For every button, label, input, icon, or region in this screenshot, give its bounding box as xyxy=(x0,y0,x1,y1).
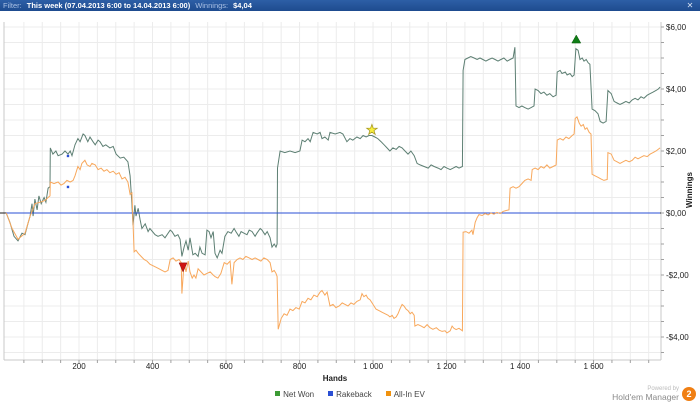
legend-swatch-net-won xyxy=(275,391,281,396)
red-arrow-marker xyxy=(178,262,188,273)
hm2-badge-icon: 2 xyxy=(682,387,696,401)
x-tick-label: 200 xyxy=(72,362,86,371)
filter-value: This week (07.04.2013 6:00 to 14.04.2013… xyxy=(26,1,191,10)
x-tick-label: 800 xyxy=(293,362,307,371)
winnings-label: Winnings: xyxy=(195,1,229,10)
brand-text: Hold'em Manager xyxy=(612,392,679,402)
holdem-manager-logo: Powered by Hold'em Manager 2 xyxy=(612,386,696,402)
point-marker xyxy=(66,154,70,158)
close-icon[interactable]: ✕ xyxy=(686,1,694,10)
x-tick-label: 1 600 xyxy=(584,362,605,371)
y-tick-label: $4,00 xyxy=(666,85,687,94)
x-tick-label: 600 xyxy=(219,362,233,371)
y-axis-title: Winnings xyxy=(685,171,694,207)
filter-label: Filter: xyxy=(3,1,22,10)
chart-legend: Net Won Rakeback All-In EV xyxy=(0,389,700,401)
legend-label-rakeback: Rakeback xyxy=(336,390,372,399)
legend-item-net-won: Net Won xyxy=(275,389,314,401)
x-tick-label: 1 400 xyxy=(510,362,531,371)
powered-by-text: Powered by xyxy=(647,386,679,392)
point-marker xyxy=(66,185,70,189)
legend-label-net-won: Net Won xyxy=(283,390,315,399)
all-in-ev-line xyxy=(5,116,661,334)
y-tick-label: $0,00 xyxy=(666,209,687,218)
x-tick-label: 1 000 xyxy=(363,362,384,371)
winnings-chart: 200 400 600 800 1 000 1 200 1 400 1 600 $6,00 $4,… xyxy=(0,22,694,383)
star-marker xyxy=(365,123,379,136)
legend-swatch-all-in-ev xyxy=(385,391,391,396)
legend-item-rakeback: Rakeback xyxy=(328,389,372,401)
legend-swatch-rakeback xyxy=(328,391,334,396)
green-arrow-marker xyxy=(571,34,582,44)
legend-label-all-in-ev: All-In EV xyxy=(393,390,425,399)
winnings-value: $4,04 xyxy=(233,1,252,10)
x-tick-label: 400 xyxy=(146,362,160,371)
y-tick-label: -$2,00 xyxy=(666,271,689,280)
x-tick-label: 1 200 xyxy=(437,362,458,371)
y-tick-label: $6,00 xyxy=(666,23,687,32)
legend-item-all-in-ev: All-In EV xyxy=(385,389,425,401)
x-axis-title: Hands xyxy=(323,374,348,383)
y-tick-label: -$4,00 xyxy=(666,333,689,342)
filter-title-bar: Filter: This week (07.04.2013 6:00 to 14.… xyxy=(0,0,700,11)
y-tick-label: $2,00 xyxy=(666,147,687,156)
net-won-line xyxy=(5,47,661,260)
